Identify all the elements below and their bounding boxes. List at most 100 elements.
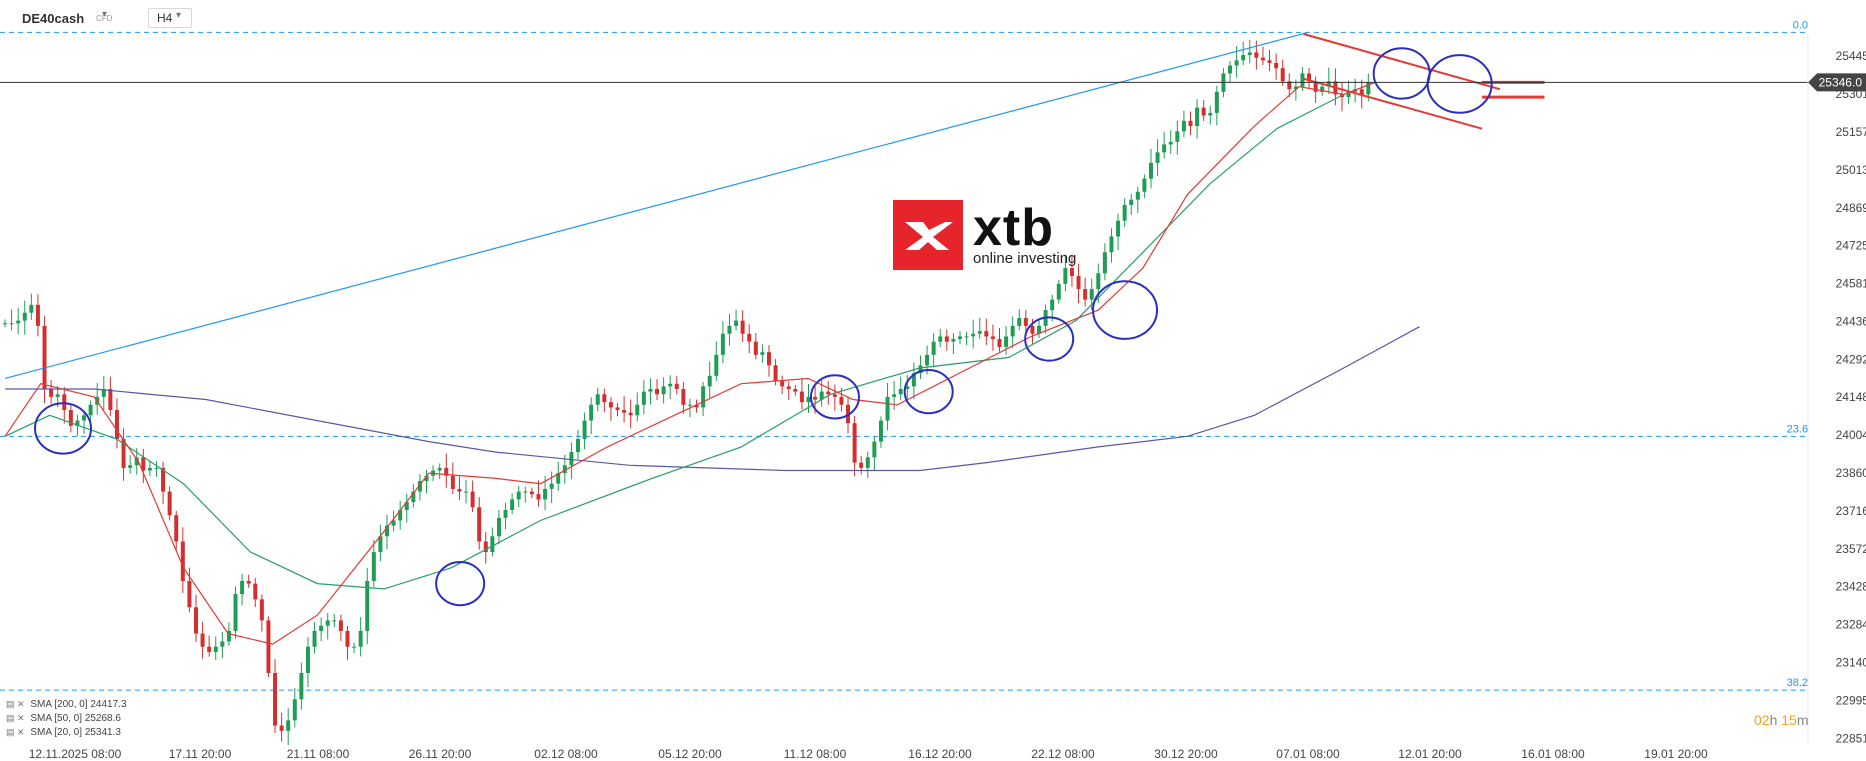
- candle-body: [832, 394, 837, 397]
- candle-body: [457, 488, 462, 492]
- legend-value: 25268.6: [84, 713, 121, 724]
- candle-body: [523, 491, 528, 493]
- indicator-icon[interactable]: ▤ ✕: [6, 713, 25, 723]
- candle-body: [898, 389, 903, 395]
- candle-body: [29, 304, 34, 313]
- candle-body: [312, 630, 317, 647]
- candle-body: [424, 475, 429, 482]
- symbol-dropdown-icon[interactable]: ▾: [102, 9, 108, 20]
- candle-body: [147, 467, 152, 471]
- candle-body: [213, 646, 218, 652]
- candle-body: [161, 467, 166, 492]
- candle-body: [569, 452, 574, 466]
- candle-body: [22, 312, 27, 321]
- candle-body: [1201, 107, 1206, 116]
- candle-body: [101, 389, 106, 397]
- candle-body: [918, 365, 923, 374]
- candle-body: [740, 320, 745, 334]
- legend-sma20[interactable]: ▤ ✕ SMA [20, 0] 25341.3: [6, 725, 127, 739]
- candle-body: [404, 502, 409, 510]
- countdown-m-unit: m: [1796, 712, 1809, 728]
- y-tick-label: 22995.9: [1836, 693, 1866, 707]
- candle-body: [562, 465, 567, 474]
- candle-body: [365, 580, 370, 631]
- candle-body: [622, 410, 627, 413]
- candle-body: [1076, 275, 1081, 290]
- candle-body: [240, 580, 245, 595]
- candle-body: [641, 391, 646, 405]
- y-tick-label: 24148.7: [1836, 390, 1866, 404]
- timeframe-dropdown-icon[interactable]: ▾: [176, 10, 182, 21]
- candle-body: [556, 473, 561, 484]
- candle-body: [1109, 236, 1114, 253]
- candle-body: [207, 646, 212, 652]
- candle-body: [1195, 107, 1200, 127]
- annotation-circle: [903, 369, 954, 415]
- candle-body: [589, 404, 594, 421]
- y-tick-label: 24869.2: [1836, 201, 1866, 215]
- candle-body: [990, 336, 995, 340]
- candle-body: [1142, 178, 1147, 192]
- candle-body: [1017, 318, 1022, 326]
- sma200-line: [5, 326, 1420, 472]
- legend-sma50[interactable]: ▤ ✕ SMA [50, 0] 25268.6: [6, 711, 127, 725]
- candle-body: [1313, 81, 1318, 92]
- indicator-icon[interactable]: ▤ ✕: [6, 727, 25, 737]
- indicator-icon[interactable]: ▤ ✕: [6, 699, 25, 709]
- candle-body: [865, 457, 870, 468]
- candle-body: [1010, 325, 1015, 337]
- annotation-circle: [1372, 47, 1431, 100]
- symbol-name[interactable]: DE40cash: [22, 11, 85, 26]
- candle-body: [734, 320, 739, 326]
- candle-body: [1366, 82, 1371, 95]
- candle-body: [1037, 325, 1042, 334]
- candle-body: [786, 386, 791, 389]
- candle-body: [977, 331, 982, 334]
- candle-body: [114, 410, 119, 439]
- candle-body: [384, 525, 389, 537]
- annotation-circle: [1426, 54, 1493, 114]
- countdown-minutes: 15: [1781, 712, 1797, 728]
- current-price-label: 25346.0: [1819, 75, 1863, 89]
- candle-body: [1320, 86, 1325, 92]
- candle-body: [826, 391, 831, 395]
- candle-body: [477, 507, 482, 542]
- candle-body: [325, 620, 330, 626]
- candle-body: [490, 536, 495, 553]
- candle-body: [997, 339, 1002, 347]
- legend-value: 25341.3: [84, 727, 121, 738]
- candle-body: [1214, 91, 1219, 113]
- candle-body: [154, 467, 159, 469]
- candle-body: [180, 541, 185, 581]
- timeframe-select[interactable]: H4: [148, 8, 192, 28]
- candle-body: [668, 383, 673, 387]
- candle-body: [1241, 55, 1246, 61]
- candle-body: [345, 630, 350, 647]
- candle-body: [82, 415, 87, 421]
- candle-body: [444, 467, 449, 476]
- candle-body: [727, 325, 732, 334]
- candle-body: [266, 620, 271, 673]
- candle-body: [944, 336, 949, 342]
- xtb-logo: xtb online investing: [893, 199, 1103, 270]
- y-tick-label: 25013.3: [1836, 163, 1866, 177]
- candle-body: [615, 407, 620, 411]
- candle-body: [1208, 112, 1213, 116]
- candle-body: [1260, 57, 1265, 61]
- candle-body: [1300, 73, 1305, 87]
- candle-body: [55, 394, 60, 397]
- x-tick-label: 07.01 08:00: [1276, 747, 1340, 761]
- candle-body: [259, 599, 264, 621]
- y-tick-label: 23716.4: [1836, 504, 1866, 518]
- candle-body: [1129, 199, 1134, 205]
- legend-sma200[interactable]: ▤ ✕ SMA [200, 0] 24417.3: [6, 697, 127, 711]
- candle-body: [925, 354, 930, 366]
- candle-body: [108, 389, 113, 411]
- x-tick-label: 12.01 20:00: [1398, 747, 1462, 761]
- candle-body: [1280, 68, 1285, 82]
- candle-body: [681, 389, 686, 405]
- candle-body: [964, 336, 969, 338]
- y-tick-label: 24581.0: [1836, 277, 1866, 291]
- candle-body: [608, 402, 613, 408]
